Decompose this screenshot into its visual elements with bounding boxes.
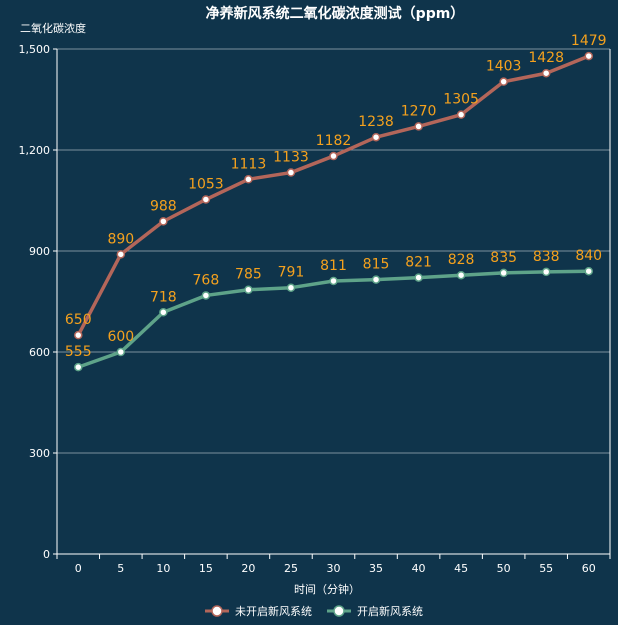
data-label-0-1: 890: [107, 231, 134, 247]
data-label-0-11: 1428: [528, 50, 564, 66]
x-tick-label-12: 60: [582, 562, 596, 575]
data-label-1-11: 838: [533, 249, 560, 265]
legend-label-0: 未开启新风系统: [235, 604, 312, 618]
data-point-0-9[interactable]: [456, 110, 466, 119]
data-point-1-4[interactable]: [244, 285, 253, 294]
data-point-1-10[interactable]: [499, 268, 508, 278]
y-tick-label-0: 0: [43, 548, 50, 561]
data-point-1-5[interactable]: [286, 283, 296, 292]
legend-marker-0: [211, 605, 223, 617]
data-point-1-0[interactable]: [74, 362, 83, 372]
x-tick-label-0: 0: [75, 562, 82, 575]
y-tick-label-3: 900: [29, 245, 50, 258]
data-label-0-10: 1403: [486, 59, 522, 75]
data-point-1-2[interactable]: [159, 308, 168, 317]
y-tick-label-5: 1,500: [19, 43, 51, 56]
legend-marker-1: [333, 605, 345, 617]
data-point-1-3[interactable]: [201, 291, 211, 300]
data-label-0-5: 1133: [273, 150, 309, 166]
x-tick-label-2: 10: [156, 562, 170, 575]
axis-layer: 0 300 600 900 1,200 1,500 0 5 10 15 20 25 30 35 40 45 50…: [19, 43, 611, 575]
data-point-0-10[interactable]: [499, 77, 508, 86]
series-1: 555 600 718 768 785 791 811 815 821 828 835 838 840: [65, 248, 602, 372]
data-label-1-1: 600: [107, 329, 134, 345]
x-tick-label-1: 5: [117, 562, 124, 575]
chart-title: 净养新风系统二氧化碳浓度测试（ppm）: [206, 5, 465, 22]
data-point-0-1[interactable]: [116, 250, 126, 259]
data-point-1-7[interactable]: [371, 275, 381, 284]
data-point-1-6[interactable]: [329, 276, 338, 286]
x-tick-label-6: 30: [327, 562, 341, 575]
data-label-0-9: 1305: [443, 92, 479, 108]
data-point-0-2[interactable]: [159, 217, 168, 226]
x-axis-label: 时间（分钟）: [294, 582, 360, 596]
data-point-1-11[interactable]: [541, 267, 551, 277]
data-point-0-3[interactable]: [201, 195, 211, 204]
data-label-1-5: 791: [278, 265, 305, 281]
data-label-0-12: 1479: [571, 33, 607, 49]
data-point-0-6[interactable]: [329, 151, 338, 161]
grid-layer: [53, 48, 610, 555]
data-point-0-7[interactable]: [371, 132, 381, 142]
data-point-1-1[interactable]: [116, 347, 126, 357]
data-label-1-10: 835: [490, 250, 517, 266]
data-label-1-3: 768: [193, 272, 220, 288]
x-tick-label-7: 35: [369, 562, 383, 575]
series-layer: 650 890 988 1053 1113 1133 1182 1238 1270 1305 140…: [65, 33, 607, 372]
y-tick-label-4: 1,200: [19, 144, 51, 157]
data-label-1-8: 821: [405, 255, 432, 271]
y-tick-label-2: 600: [29, 346, 50, 359]
data-point-0-11[interactable]: [541, 68, 551, 78]
x-tick-label-5: 25: [284, 562, 298, 575]
x-tick-label-11: 55: [539, 562, 553, 575]
data-label-1-6: 811: [320, 258, 347, 274]
data-label-0-7: 1238: [358, 114, 394, 130]
x-tick-label-8: 40: [412, 562, 426, 575]
legend-label-1: 开启新风系统: [357, 604, 423, 618]
data-label-1-2: 718: [150, 289, 177, 305]
data-label-0-6: 1182: [316, 133, 352, 149]
y-tick-label-1: 300: [29, 447, 50, 460]
x-tick-label-3: 15: [199, 562, 213, 575]
x-tick-label-4: 20: [241, 562, 255, 575]
data-label-0-2: 988: [150, 198, 177, 214]
legend-item-0[interactable]: 未开启新风系统: [205, 604, 312, 618]
data-label-1-12: 840: [575, 248, 602, 264]
y-axis-label: 二氧化碳浓度: [20, 21, 86, 35]
series-line-1: [77, 269, 589, 369]
data-label-1-9: 828: [448, 252, 475, 268]
data-label-0-4: 1113: [231, 156, 267, 172]
data-point-0-12[interactable]: [584, 51, 593, 61]
data-point-0-0[interactable]: [74, 330, 83, 340]
data-label-0-8: 1270: [401, 103, 437, 119]
data-point-0-4[interactable]: [244, 175, 253, 184]
data-point-1-8[interactable]: [414, 273, 423, 282]
data-label-0-0: 650: [65, 312, 92, 328]
data-point-0-5[interactable]: [286, 168, 296, 177]
legend-item-1[interactable]: 开启新风系统: [327, 604, 423, 618]
legend[interactable]: 未开启新风系统 开启新风系统: [205, 604, 423, 618]
x-tick-label-10: 50: [497, 562, 511, 575]
data-label-0-3: 1053: [188, 176, 224, 192]
series-0: 650 890 988 1053 1113 1133 1182 1238 1270 1305 140…: [65, 33, 607, 340]
data-point-0-8[interactable]: [414, 122, 423, 131]
x-tick-label-9: 45: [454, 562, 468, 575]
data-point-1-12[interactable]: [584, 266, 593, 276]
data-point-1-9[interactable]: [456, 270, 466, 280]
data-label-1-4: 785: [235, 267, 262, 283]
data-label-1-7: 815: [363, 257, 390, 273]
data-label-1-0: 555: [65, 344, 92, 360]
